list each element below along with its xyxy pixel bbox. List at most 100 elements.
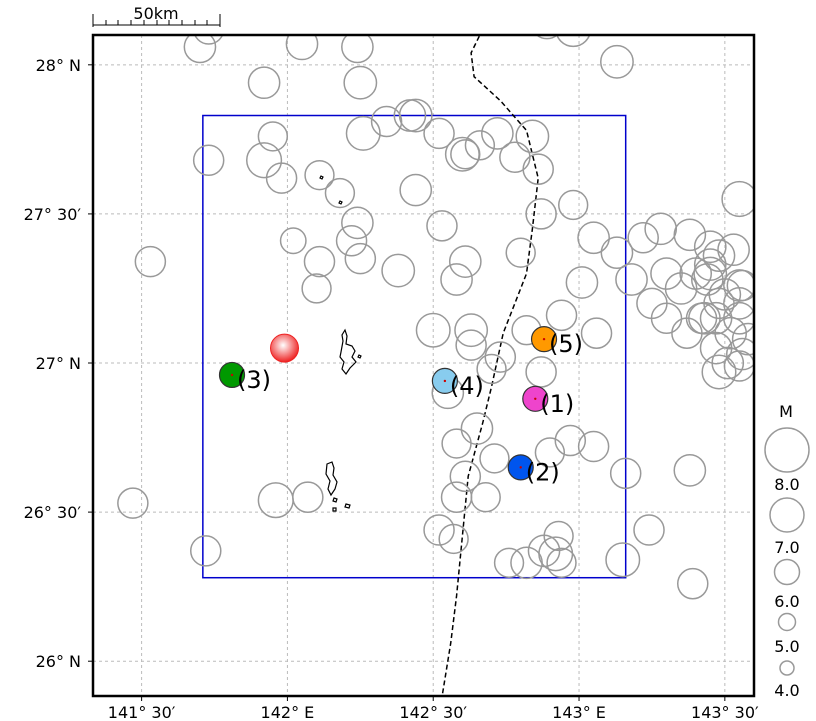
background-event	[293, 482, 323, 512]
background-event	[441, 264, 472, 295]
background-event	[516, 120, 548, 152]
background-event	[500, 142, 530, 172]
background-event	[579, 431, 609, 461]
magnitude-legend: M 8.0 7.0 6.0 5.0 4.0	[765, 402, 809, 700]
background-event	[678, 569, 708, 599]
background-event	[495, 548, 524, 577]
background-event	[450, 246, 481, 277]
event-label-2: (2)	[526, 458, 560, 486]
background-event	[556, 12, 591, 47]
lon-tick-label: 142° 30′	[399, 703, 467, 721]
background-event	[511, 547, 542, 578]
background-event	[267, 163, 297, 193]
legend-circle	[765, 428, 809, 472]
background-event	[724, 270, 755, 301]
lat-tick-label: 27° N	[36, 354, 81, 373]
numbered-events	[220, 327, 557, 480]
background-event	[442, 482, 472, 512]
lon-tick-label: 143° 30′	[691, 703, 759, 721]
event-epicenter-2	[520, 466, 522, 468]
background-event	[702, 355, 736, 389]
scale-bar-label: 50km	[133, 4, 178, 23]
event-label-5: (5)	[549, 330, 583, 358]
island-anejima	[333, 508, 336, 511]
background-event	[506, 238, 535, 267]
island-hahajima	[326, 462, 337, 495]
background-event	[194, 145, 224, 175]
background-event	[601, 46, 633, 78]
lat-tick-label: 26° N	[36, 652, 81, 671]
background-event	[645, 213, 676, 244]
legend-label: 8.0	[774, 475, 799, 494]
background-event	[616, 264, 647, 295]
background-event	[304, 247, 334, 277]
background-event	[480, 444, 509, 473]
lon-tick-label: 142° E	[261, 703, 315, 721]
scale-bar: 50km	[93, 4, 220, 27]
background-event	[628, 223, 658, 253]
background-event	[346, 117, 380, 151]
background-event	[606, 543, 640, 577]
longitude-tick-labels: 141° 30′ 142° E 142° 30′ 143° E 143° 30′	[108, 696, 759, 721]
legend-circle	[775, 560, 800, 585]
legend-circle	[780, 661, 794, 675]
background-event	[578, 222, 609, 253]
background-event	[547, 548, 576, 577]
legend-label: 5.0	[774, 637, 799, 656]
background-event	[344, 67, 376, 99]
background-event	[400, 174, 431, 205]
background-events	[118, 7, 764, 598]
background-event	[286, 28, 317, 59]
event-label-1: (1)	[540, 390, 574, 418]
mainshock-circle	[271, 334, 299, 362]
island-yome	[358, 355, 361, 358]
background-event	[194, 14, 224, 44]
background-event	[526, 357, 556, 387]
legend-title: M	[779, 402, 793, 421]
background-event	[302, 274, 331, 303]
island-ani	[320, 176, 323, 179]
latitude-tick-labels: 26° N 26° 30′ 27° N 27° 30′ 28° N	[24, 56, 93, 671]
island-mukojima-north	[339, 201, 342, 204]
background-event	[427, 211, 457, 241]
background-event	[382, 254, 414, 286]
background-event	[722, 182, 757, 217]
legend-circle	[770, 498, 804, 532]
mainshock-marker	[271, 334, 299, 362]
background-event	[547, 300, 577, 330]
event-epicenter-4	[444, 380, 446, 382]
event-label-3: (3)	[237, 366, 271, 394]
island-mukojima	[333, 498, 337, 502]
background-event	[135, 247, 165, 277]
lat-tick-label: 27° 30′	[24, 205, 82, 224]
background-event	[442, 429, 471, 458]
background-event	[450, 461, 480, 491]
background-event	[118, 488, 148, 518]
background-event	[305, 161, 334, 190]
background-event	[345, 244, 375, 274]
event-epicenter-5	[543, 338, 545, 340]
legend-label: 4.0	[774, 681, 799, 700]
event-epicenter-3	[231, 374, 233, 376]
background-event	[342, 207, 373, 238]
background-event	[566, 267, 597, 298]
background-event	[191, 536, 221, 566]
island-hirashima	[345, 504, 350, 508]
background-event	[634, 515, 664, 545]
background-event	[724, 351, 754, 381]
event-label-4: (4)	[450, 372, 484, 400]
background-event	[461, 413, 492, 444]
background-event	[539, 537, 573, 571]
legend-label: 6.0	[774, 592, 799, 611]
background-event	[248, 67, 279, 98]
background-event	[559, 191, 588, 220]
background-event	[281, 228, 306, 253]
island-chichijima	[340, 330, 356, 374]
lon-tick-label: 143° E	[552, 703, 606, 721]
event-epicenter-1	[534, 398, 536, 400]
legend-label: 7.0	[774, 538, 799, 557]
background-event	[674, 455, 705, 486]
lat-tick-label: 26° 30′	[24, 503, 82, 522]
background-event	[456, 330, 486, 360]
